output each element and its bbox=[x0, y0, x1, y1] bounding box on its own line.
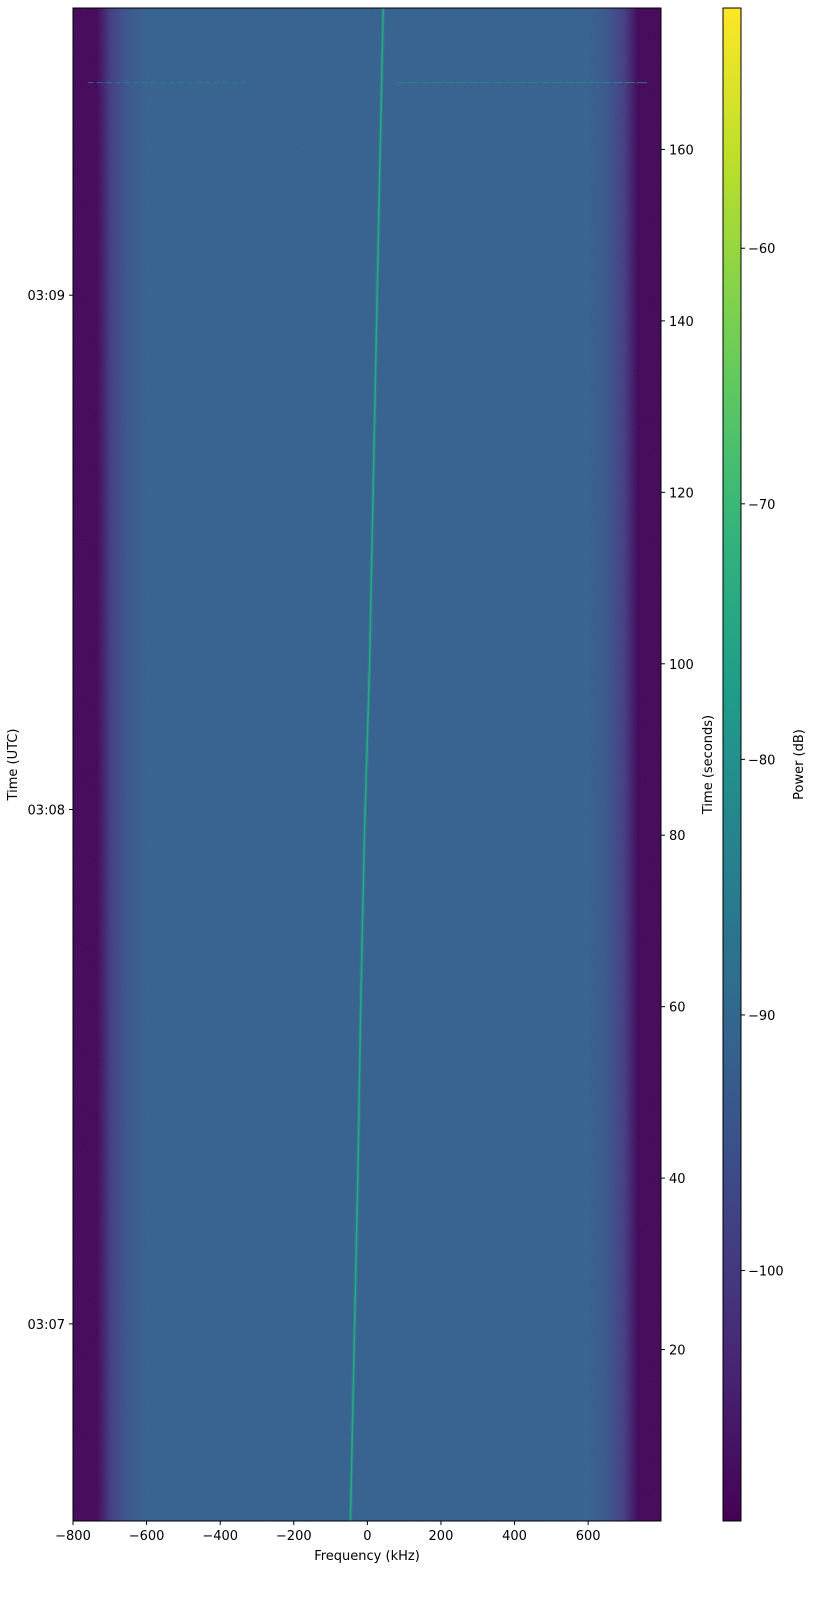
plot-area bbox=[72, 7, 662, 1522]
left-y-tick-label: 03:07 bbox=[28, 1318, 65, 1333]
right-y-tick-label: 40 bbox=[669, 1172, 686, 1187]
x-tick-label: 0 bbox=[363, 1529, 371, 1544]
left-y-tick-label: 03:08 bbox=[28, 804, 65, 819]
left-y-tick-label: 03:09 bbox=[28, 289, 65, 304]
x-tick-label: −600 bbox=[129, 1529, 165, 1544]
colorbar-tick-label: −80 bbox=[748, 753, 775, 768]
signal-track bbox=[349, 7, 384, 1522]
right-y-tick-label: 140 bbox=[669, 315, 694, 330]
x-tick-label: 200 bbox=[429, 1529, 454, 1544]
right-y-tick-label: 160 bbox=[669, 143, 694, 158]
x-tick-label: −200 bbox=[276, 1529, 312, 1544]
colorbar-label: Power (dB) bbox=[792, 729, 807, 800]
right-y-tick-label: 100 bbox=[669, 658, 694, 673]
right-y-tick-label: 80 bbox=[669, 829, 686, 844]
colorbar-tick-label: −70 bbox=[748, 498, 775, 513]
colorbar-tick-label: −100 bbox=[748, 1265, 784, 1280]
left-y-axis-label: Time (UTC) bbox=[6, 729, 21, 802]
right-y-axis-label: Time (seconds) bbox=[701, 715, 716, 815]
colorbar-tick-label: −60 bbox=[748, 242, 775, 257]
right-y-tick-label: 120 bbox=[669, 486, 694, 501]
x-tick-label: −400 bbox=[202, 1529, 238, 1544]
colorbar bbox=[722, 7, 742, 1522]
right-y-tick-label: 20 bbox=[669, 1344, 686, 1359]
right-y-tick-label: 60 bbox=[669, 1001, 686, 1016]
x-tick-label: −800 bbox=[55, 1529, 91, 1544]
x-tick-label: 400 bbox=[502, 1529, 527, 1544]
x-tick-label: 600 bbox=[576, 1529, 601, 1544]
x-axis-label: Frequency (kHz) bbox=[314, 1549, 420, 1564]
colorbar-tick-label: −90 bbox=[748, 1009, 775, 1024]
